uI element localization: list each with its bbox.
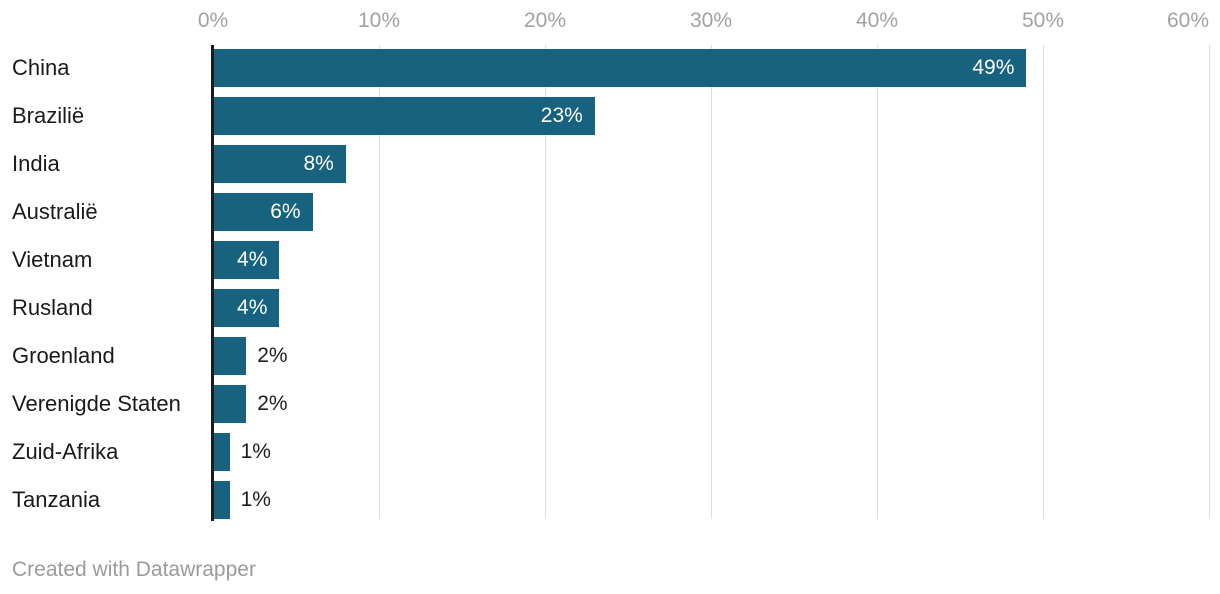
value-label: 49% (972, 56, 1015, 79)
x-axis: 0% 10% 20% 30% 40% 50% 60% (0, 0, 1220, 45)
category-label: Verenigde Staten (12, 391, 181, 416)
bar (213, 385, 247, 423)
category-label: Australië (12, 199, 98, 224)
x-tick-label: 40% (855, 9, 899, 32)
value-label: 6% (270, 200, 301, 223)
attribution: Created with Datawrapper (12, 558, 256, 581)
bar (213, 193, 313, 231)
axis-line (211, 45, 214, 521)
gridline (711, 45, 712, 519)
x-tick-label: 30% (689, 9, 733, 32)
bar (213, 97, 595, 135)
bar (213, 337, 247, 375)
bar (213, 49, 1027, 87)
value-label: 4% (237, 296, 268, 319)
gridline (877, 45, 878, 519)
x-tick-label: 50% (1021, 9, 1065, 32)
value-label: 1% (240, 488, 271, 511)
bar (213, 481, 230, 519)
category-label: Zuid-Afrika (12, 439, 119, 464)
bar (213, 433, 230, 471)
bar (213, 145, 346, 183)
bar (213, 241, 280, 279)
value-label: 4% (237, 248, 268, 271)
value-label: 23% (540, 104, 583, 127)
category-label: Groenland (12, 343, 115, 368)
value-label: 8% (303, 152, 334, 175)
category-label-column: China Brazilië India Australië Vietnam Ruslan… (0, 45, 213, 525)
x-tick-label: 20% (523, 9, 567, 32)
gridline (545, 45, 546, 519)
category-label: India (12, 151, 60, 176)
category-label: Vietnam (12, 247, 93, 272)
x-tick-label: 0% (197, 9, 229, 32)
x-tick-label: 60% (1166, 9, 1209, 32)
category-label: Tanzania (12, 487, 101, 512)
value-label: 1% (240, 440, 271, 463)
category-label: China (12, 55, 70, 80)
value-label: 2% (257, 392, 288, 415)
gridline (1043, 45, 1044, 519)
value-label: 2% (257, 344, 288, 367)
category-label: Rusland (12, 295, 93, 320)
gridline (1209, 45, 1210, 519)
bar (213, 289, 280, 327)
gridline (379, 45, 380, 519)
x-tick-label: 10% (357, 9, 401, 32)
plot-area: 49% 23% 8% 6% 4% 4% 2% 2% 1% 1% (213, 45, 1220, 521)
category-label: Brazilië (12, 103, 85, 128)
